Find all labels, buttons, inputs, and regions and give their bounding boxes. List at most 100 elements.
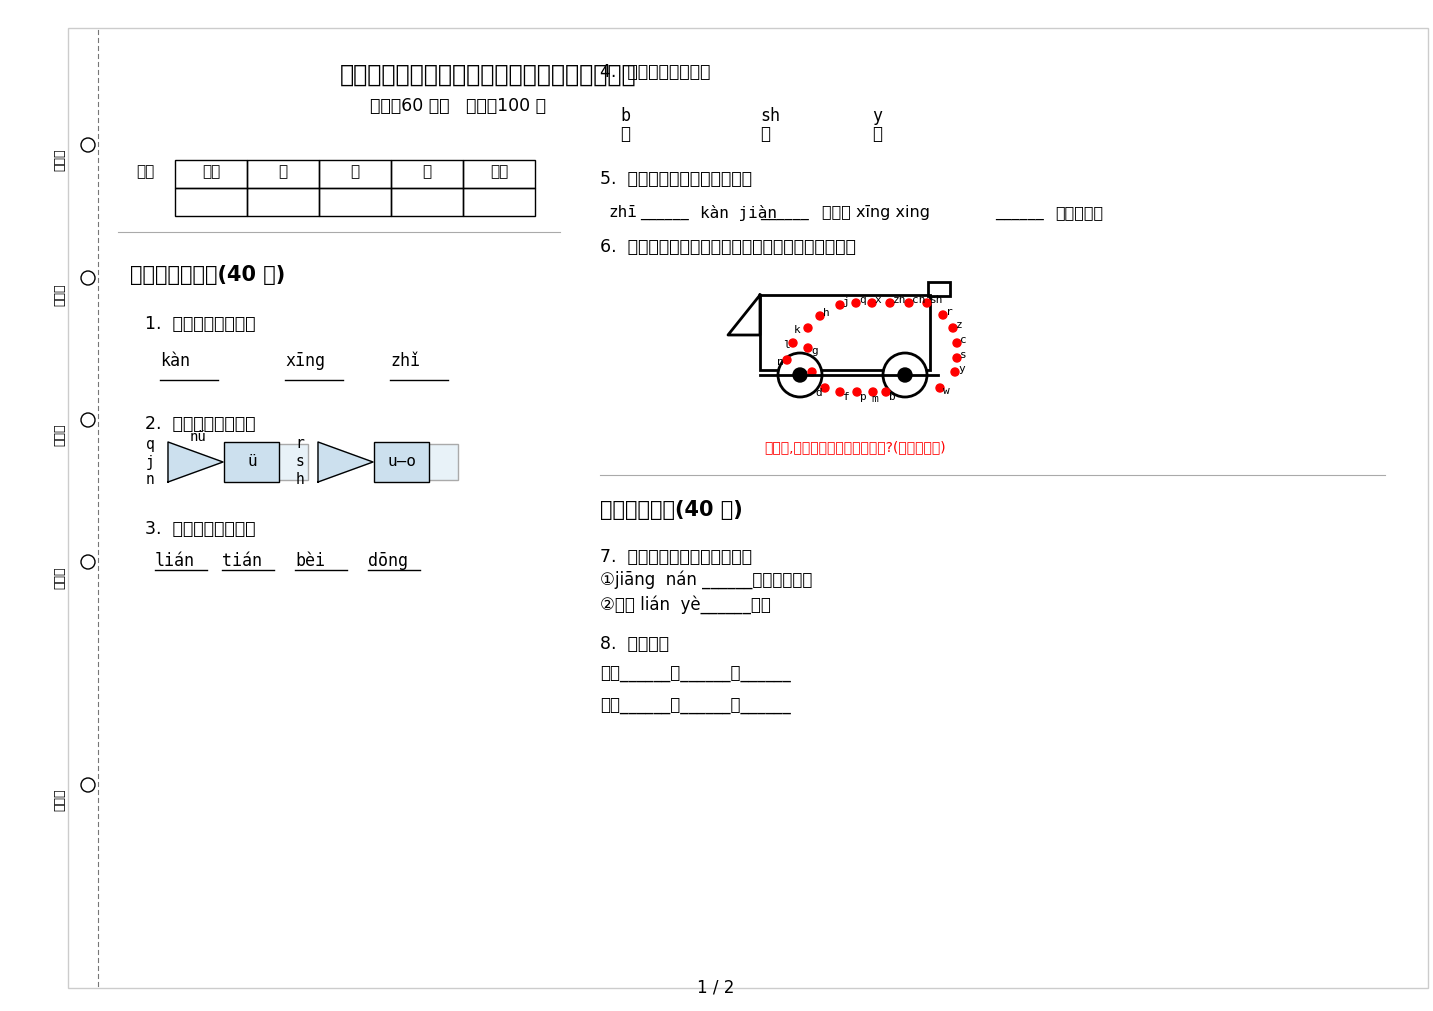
Bar (224, 442, 279, 482)
Text: m: m (871, 394, 878, 404)
Text: dōng: dōng (368, 552, 408, 570)
Circle shape (790, 339, 797, 347)
Bar (929, 282, 950, 296)
Text: ü: ü (246, 455, 257, 469)
Text: 1.  读拼音，写汉字。: 1. 读拼音，写汉字。 (145, 315, 255, 333)
Circle shape (883, 353, 927, 397)
Text: xīng: xīng (285, 352, 325, 370)
Text: nü: nü (189, 430, 206, 444)
Text: ①jiāng  nán ______水乡风景好。: ①jiāng nán ______水乡风景好。 (600, 570, 813, 588)
Text: 考号：: 考号： (53, 149, 66, 171)
Bar (463, 188, 535, 216)
Text: n: n (146, 472, 155, 487)
Circle shape (82, 271, 95, 285)
Text: 小朋友,你连成了一个什么图形呢?(可以写拼音): 小朋友,你连成了一个什么图形呢?(可以写拼音) (764, 440, 946, 454)
Text: ______: ______ (995, 205, 1043, 220)
Circle shape (936, 384, 944, 392)
Text: c: c (960, 335, 967, 345)
Text: 一、积累与运用(40 分): 一、积累与运用(40 分) (130, 265, 285, 285)
Text: 长：______、______、______: 长：______、______、______ (600, 665, 791, 683)
Circle shape (804, 344, 813, 352)
Circle shape (821, 384, 830, 392)
Text: 蓝蓝的天。: 蓝蓝的天。 (1055, 205, 1103, 220)
Circle shape (82, 778, 95, 792)
Text: j: j (146, 455, 155, 469)
Text: 被: 被 (620, 125, 631, 143)
Text: zhǐ: zhǐ (390, 352, 420, 370)
Circle shape (835, 301, 844, 309)
Circle shape (868, 299, 876, 307)
Circle shape (923, 299, 931, 307)
Text: x: x (876, 295, 881, 305)
Text: 题号: 题号 (202, 164, 221, 179)
Circle shape (898, 368, 911, 382)
Circle shape (953, 339, 962, 347)
Text: 扇: 扇 (759, 125, 770, 143)
Bar (320, 188, 391, 216)
Text: p: p (860, 392, 867, 402)
Polygon shape (318, 442, 373, 482)
Text: 4.  把音节补充完整。: 4. 把音节补充完整。 (600, 63, 711, 81)
Text: y: y (959, 364, 964, 374)
Text: ______: ______ (759, 205, 808, 220)
Text: 8.  组一组。: 8. 组一组。 (600, 635, 669, 653)
Circle shape (853, 299, 860, 307)
Bar (374, 442, 428, 482)
Text: w: w (943, 386, 950, 396)
Text: 姓名：: 姓名： (53, 424, 66, 446)
Text: 6.  按声母表的顺序连一连，你会有一个意外的发现。: 6. 按声母表的顺序连一连，你会有一个意外的发现。 (600, 238, 856, 256)
Text: 时间：60 分钟   满分：100 分: 时间：60 分钟 满分：100 分 (370, 97, 546, 115)
Text: z: z (956, 320, 963, 330)
Text: 叶: 叶 (873, 125, 881, 143)
Text: 二、组词练习(40 分): 二、组词练习(40 分) (600, 500, 742, 520)
Text: f: f (843, 392, 850, 402)
Text: sh: sh (930, 295, 943, 305)
Text: 总分: 总分 (490, 164, 509, 179)
Polygon shape (168, 442, 224, 482)
Text: ch: ch (911, 295, 926, 305)
Text: r: r (295, 437, 304, 452)
Circle shape (82, 137, 95, 152)
Bar (391, 160, 463, 188)
Circle shape (881, 388, 890, 396)
Text: q: q (858, 295, 866, 305)
Text: k: k (794, 325, 801, 335)
Text: 7.  看拼音写汉字，再读句子。: 7. 看拼音写汉字，再读句子。 (600, 548, 752, 566)
Text: kàn jiàn: kàn jiàn (699, 205, 787, 221)
Circle shape (953, 354, 962, 362)
Text: s: s (295, 455, 304, 469)
Text: 班级：: 班级： (53, 567, 66, 589)
Text: ______: ______ (641, 205, 689, 220)
Bar (175, 160, 246, 188)
Text: b: b (620, 107, 631, 125)
Text: s: s (960, 350, 967, 360)
Text: 三: 三 (423, 164, 431, 179)
Circle shape (778, 353, 823, 397)
Text: 得分: 得分 (136, 164, 155, 179)
Text: r: r (946, 307, 953, 317)
Bar (246, 188, 320, 216)
Bar (391, 188, 463, 216)
Text: 闪闪的 xīng xing: 闪闪的 xīng xing (823, 205, 930, 220)
Circle shape (835, 388, 844, 396)
Text: g: g (811, 346, 818, 356)
Text: 2.  找样子，写音节。: 2. 找样子，写音节。 (145, 415, 255, 433)
Circle shape (815, 312, 824, 320)
Text: 考场：: 考场： (53, 284, 66, 306)
Text: 一: 一 (278, 164, 288, 179)
Text: y: y (873, 107, 881, 125)
Text: zhī: zhī (608, 205, 636, 220)
Text: 二: 二 (351, 164, 360, 179)
Text: j: j (843, 297, 850, 307)
Bar (278, 444, 308, 480)
Text: 新人教版综合一年级上学期语文二单元模拟试卷: 新人教版综合一年级上学期语文二单元模拟试卷 (340, 63, 636, 87)
Text: tián: tián (222, 552, 262, 570)
Text: bèi: bèi (295, 552, 325, 570)
Text: 5.  看拼音写汉字，再读句子。: 5. 看拼音写汉字，再读句子。 (600, 170, 752, 188)
Text: 欢：______、______、______: 欢：______、______、______ (600, 697, 791, 715)
Text: 3.  看拼音，写汉字。: 3. 看拼音，写汉字。 (145, 520, 255, 538)
Text: ②鱼戏 lián  yè______间。: ②鱼戏 lián yè______间。 (600, 595, 771, 614)
Circle shape (886, 299, 894, 307)
Circle shape (804, 324, 813, 332)
Text: q: q (146, 437, 155, 452)
